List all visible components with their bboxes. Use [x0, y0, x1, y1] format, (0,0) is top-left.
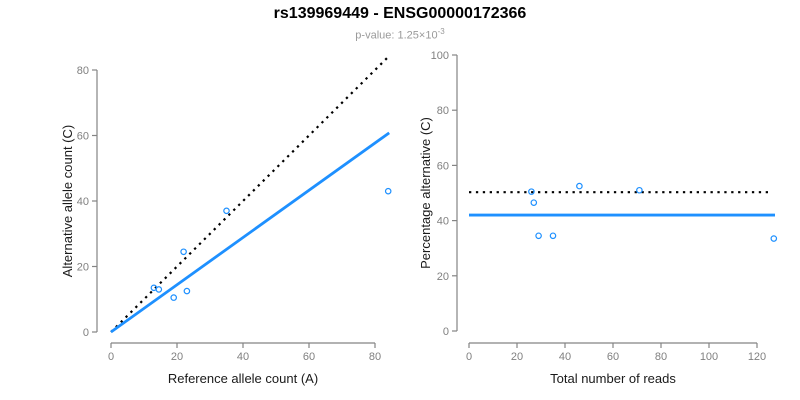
- data-point: [384, 187, 392, 195]
- data-point: [530, 199, 538, 206]
- y-tick-label: 0: [83, 327, 89, 339]
- x-tick-label: 120: [748, 351, 766, 363]
- data-point: [528, 188, 535, 195]
- data-point: [576, 182, 583, 190]
- data-point: [223, 207, 230, 215]
- data-point: [183, 287, 191, 295]
- y-tick-label: 80: [437, 105, 449, 117]
- pvalue-text: p-value: 1.25×10: [355, 29, 438, 42]
- left-scatter-plot: 0 20 40 60 80 0 20 40 60 80 Reference allele count…: [60, 55, 392, 386]
- data-point: [180, 248, 187, 256]
- x-tick-label: 0: [108, 351, 114, 363]
- fit-line: [110, 131, 391, 334]
- y-tick-label: 40: [437, 216, 449, 228]
- pvalue-exponent: -3: [437, 27, 445, 36]
- y-axis-label: Percentage alternative (C): [418, 117, 433, 269]
- y-tick-label: 40: [77, 196, 89, 208]
- chart-subtitle: p-value: 1.25×10-3: [0, 27, 800, 42]
- data-point: [549, 232, 557, 240]
- x-tick-label: 60: [607, 351, 619, 363]
- x-tick-label: 40: [559, 351, 571, 363]
- y-tick-label: 60: [77, 131, 89, 143]
- x-tick-label: 60: [303, 351, 315, 363]
- y-tick-label: 80: [77, 65, 89, 77]
- data-point: [155, 286, 163, 293]
- x-tick-label: 20: [511, 351, 523, 363]
- x-axis-label: Total number of reads: [550, 371, 676, 386]
- x-tick-label: 80: [655, 351, 667, 363]
- data-point: [535, 232, 542, 240]
- x-tick-label: 0: [466, 351, 472, 363]
- right-scatter-plot: 0 20 40 60 80 100 0 20 40 60 80 100 120 Total number …: [418, 50, 778, 386]
- y-axis-label: Alternative allele count (C): [60, 125, 75, 277]
- data-point: [636, 186, 643, 194]
- y-tick-label: 60: [437, 160, 449, 172]
- data-point: [170, 294, 178, 301]
- x-tick-label: 20: [171, 351, 183, 363]
- x-tick-label: 80: [369, 351, 381, 363]
- y-tick-label: 0: [443, 326, 449, 338]
- chart-title: rs139969449 - ENSG00000172366: [273, 5, 527, 22]
- data-point: [770, 235, 778, 242]
- x-axis-label: Reference allele count (A): [168, 371, 318, 386]
- x-tick-label: 40: [237, 351, 249, 363]
- y-tick-label: 100: [431, 50, 449, 62]
- y-tick-label: 20: [77, 262, 89, 274]
- x-tick-label: 100: [700, 351, 718, 363]
- y-tick-label: 20: [437, 271, 449, 283]
